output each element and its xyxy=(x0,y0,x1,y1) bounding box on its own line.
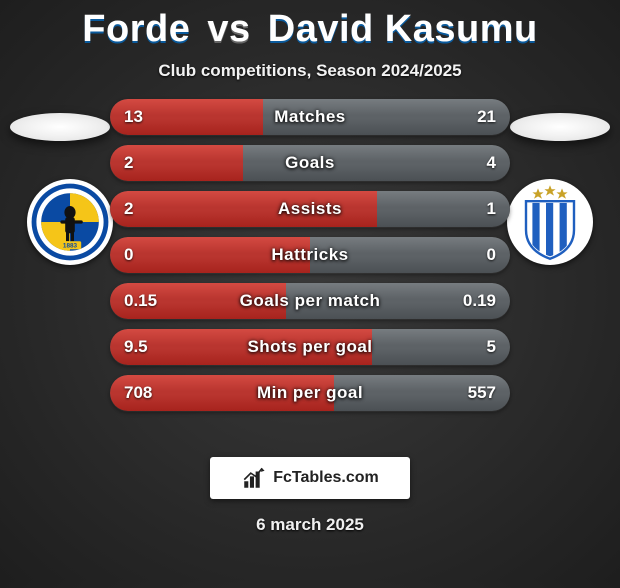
stat-label: Assists xyxy=(110,191,510,227)
club-badge-right-svg xyxy=(510,182,590,262)
club-badge-right xyxy=(507,179,593,265)
stat-row: 00Hattricks xyxy=(110,237,510,273)
stat-label: Matches xyxy=(110,99,510,135)
footer-brand[interactable]: FcTables.com xyxy=(210,457,410,499)
stat-label: Min per goal xyxy=(110,375,510,411)
stat-bars: 1321Matches 24Goals 21Assists 00Hattricks 0.… xyxy=(110,99,510,421)
stat-label: Goals xyxy=(110,145,510,181)
stat-label: Goals per match xyxy=(110,283,510,319)
stat-row: 9.55Shots per goal xyxy=(110,329,510,365)
stat-row: 0.150.19Goals per match xyxy=(110,283,510,319)
player2-disc xyxy=(510,113,610,141)
comparison-title: Forde vs David Kasumu xyxy=(0,8,620,51)
club-badge-left-svg: 1883 xyxy=(30,182,110,262)
fctables-icon xyxy=(241,465,267,491)
stat-label: Shots per goal xyxy=(110,329,510,365)
club-badge-left: 1883 xyxy=(27,179,113,265)
player2-name: David Kasumu xyxy=(268,8,538,50)
stat-row: 24Goals xyxy=(110,145,510,181)
player1-name: Forde xyxy=(82,8,190,50)
date-text: 6 march 2025 xyxy=(0,515,620,535)
stat-row: 21Assists xyxy=(110,191,510,227)
footer-brand-text: FcTables.com xyxy=(273,469,379,487)
svg-text:1883: 1883 xyxy=(63,243,78,250)
stat-row: 1321Matches xyxy=(110,99,510,135)
stat-row: 708557Min per goal xyxy=(110,375,510,411)
stat-label: Hattricks xyxy=(110,237,510,273)
title-vs: vs xyxy=(207,8,250,50)
player1-disc xyxy=(10,113,110,141)
subtitle: Club competitions, Season 2024/2025 xyxy=(0,61,620,81)
